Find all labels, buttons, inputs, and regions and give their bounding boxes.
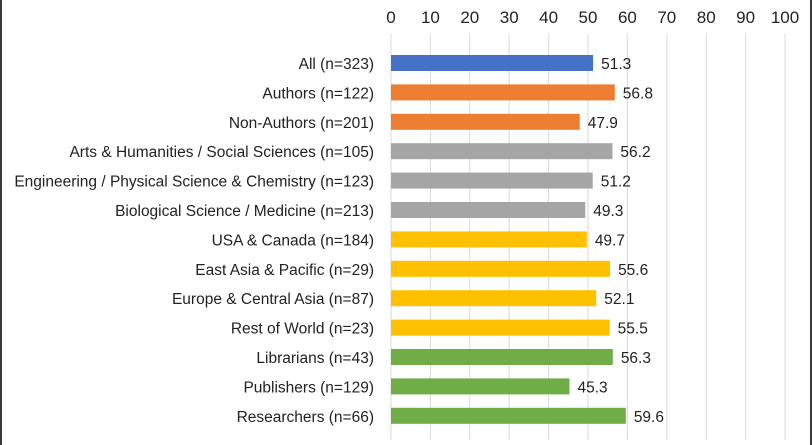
category-label: USA & Canada (n=184) — [212, 232, 374, 249]
data-label: 56.3 — [621, 350, 651, 367]
category-label: East Asia & Pacific (n=29) — [195, 262, 374, 279]
data-label: 56.8 — [623, 85, 653, 102]
category-label: Biological Science / Medicine (n=213) — [115, 203, 374, 220]
bar — [391, 113, 580, 130]
data-label: 59.6 — [634, 409, 664, 426]
data-label: 55.5 — [618, 321, 648, 338]
x-tick-label: 10 — [421, 8, 440, 27]
bar — [391, 231, 587, 248]
bar — [391, 319, 610, 336]
category-label: Non-Authors (n=201) — [229, 115, 374, 132]
data-label: 45.3 — [577, 379, 607, 396]
data-label: 56.2 — [620, 144, 650, 161]
bar — [391, 202, 586, 218]
bar — [391, 407, 626, 424]
x-tick-label: 20 — [460, 8, 479, 27]
x-tick-label: 70 — [657, 8, 676, 27]
data-label: 49.3 — [593, 203, 623, 220]
category-label: Authors (n=122) — [262, 85, 374, 102]
category-label: Librarians (n=43) — [256, 350, 374, 367]
data-label: 51.2 — [601, 174, 631, 191]
bar — [391, 260, 611, 277]
category-label: All (n=323) — [299, 56, 374, 73]
category-label: Europe & Central Asia (n=87) — [172, 291, 374, 308]
x-tick-label: 30 — [500, 8, 519, 27]
x-tick-label: 100 — [771, 8, 799, 27]
x-tick-label: 0 — [386, 8, 395, 27]
x-tick-label: 40 — [539, 8, 558, 27]
bar — [391, 84, 615, 101]
x-axis-ticks: 0 10 20 30 40 50 60 70 80 90 100 — [386, 8, 799, 27]
x-tick-label: 90 — [736, 8, 755, 27]
category-labels: All (n=323) Authors (n=122) Non-Authors (n… — [14, 56, 374, 426]
category-label: Researchers (n=66) — [237, 409, 374, 426]
category-label: Engineering / Physical Science & Chemist… — [14, 174, 374, 191]
data-label: 52.1 — [604, 291, 634, 308]
data-label: 51.3 — [601, 56, 631, 73]
bar — [391, 143, 613, 160]
x-tick-label: 50 — [579, 8, 598, 27]
x-tick-label: 80 — [697, 8, 716, 27]
category-label: Arts & Humanities / Social Sciences (n=1… — [69, 144, 374, 161]
right-frame-edge — [810, 0, 812, 445]
data-label: 47.9 — [588, 115, 618, 132]
data-label: 55.6 — [618, 262, 648, 279]
category-label: Rest of World (n=23) — [231, 321, 374, 338]
bar — [391, 172, 593, 189]
left-frame-edge — [0, 0, 2, 445]
data-label: 49.7 — [595, 232, 625, 249]
x-tick-label: 60 — [618, 8, 637, 27]
bar — [391, 349, 613, 365]
data-labels: 51.3 56.8 47.956.2 51.2 49.3 49.7 55.6 52.1 55.5… — [577, 56, 664, 426]
category-label: Publishers (n=129) — [243, 379, 374, 396]
bar — [391, 55, 594, 71]
bars — [391, 55, 626, 424]
bar — [391, 378, 570, 395]
bar — [391, 290, 597, 307]
